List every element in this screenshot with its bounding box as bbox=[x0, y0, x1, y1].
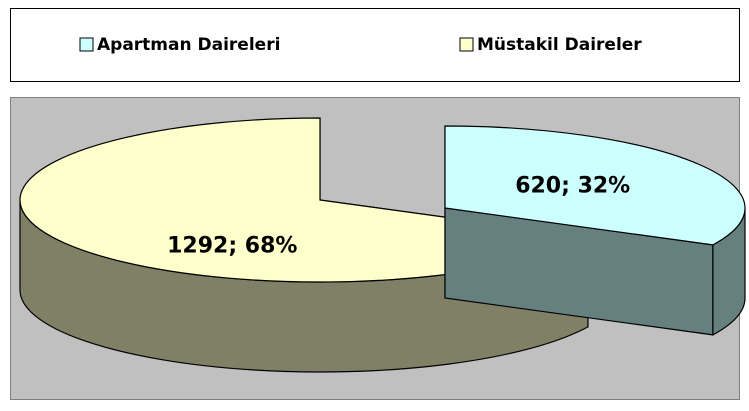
data-label: 620; 32% bbox=[515, 173, 630, 198]
legend-label: Apartman Daireleri bbox=[97, 35, 280, 55]
legend-label: Müstakil Daireler bbox=[477, 35, 642, 55]
legend-box bbox=[10, 8, 740, 82]
legend: Apartman Daireleri Müstakil Daireler bbox=[79, 35, 642, 55]
legend-swatch bbox=[79, 37, 94, 52]
data-label: 1292; 68% bbox=[167, 234, 297, 259]
pie: 620; 32% 1292; 68% bbox=[19, 117, 746, 373]
legend-swatch bbox=[459, 37, 474, 52]
slice bbox=[444, 125, 746, 246]
